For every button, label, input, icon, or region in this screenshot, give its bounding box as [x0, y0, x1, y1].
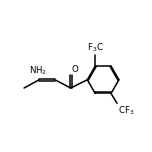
Text: F$_3$C: F$_3$C: [87, 41, 104, 54]
Text: NH$_2$: NH$_2$: [29, 65, 47, 77]
Text: O: O: [72, 66, 79, 74]
Text: CF$_3$: CF$_3$: [118, 105, 134, 117]
